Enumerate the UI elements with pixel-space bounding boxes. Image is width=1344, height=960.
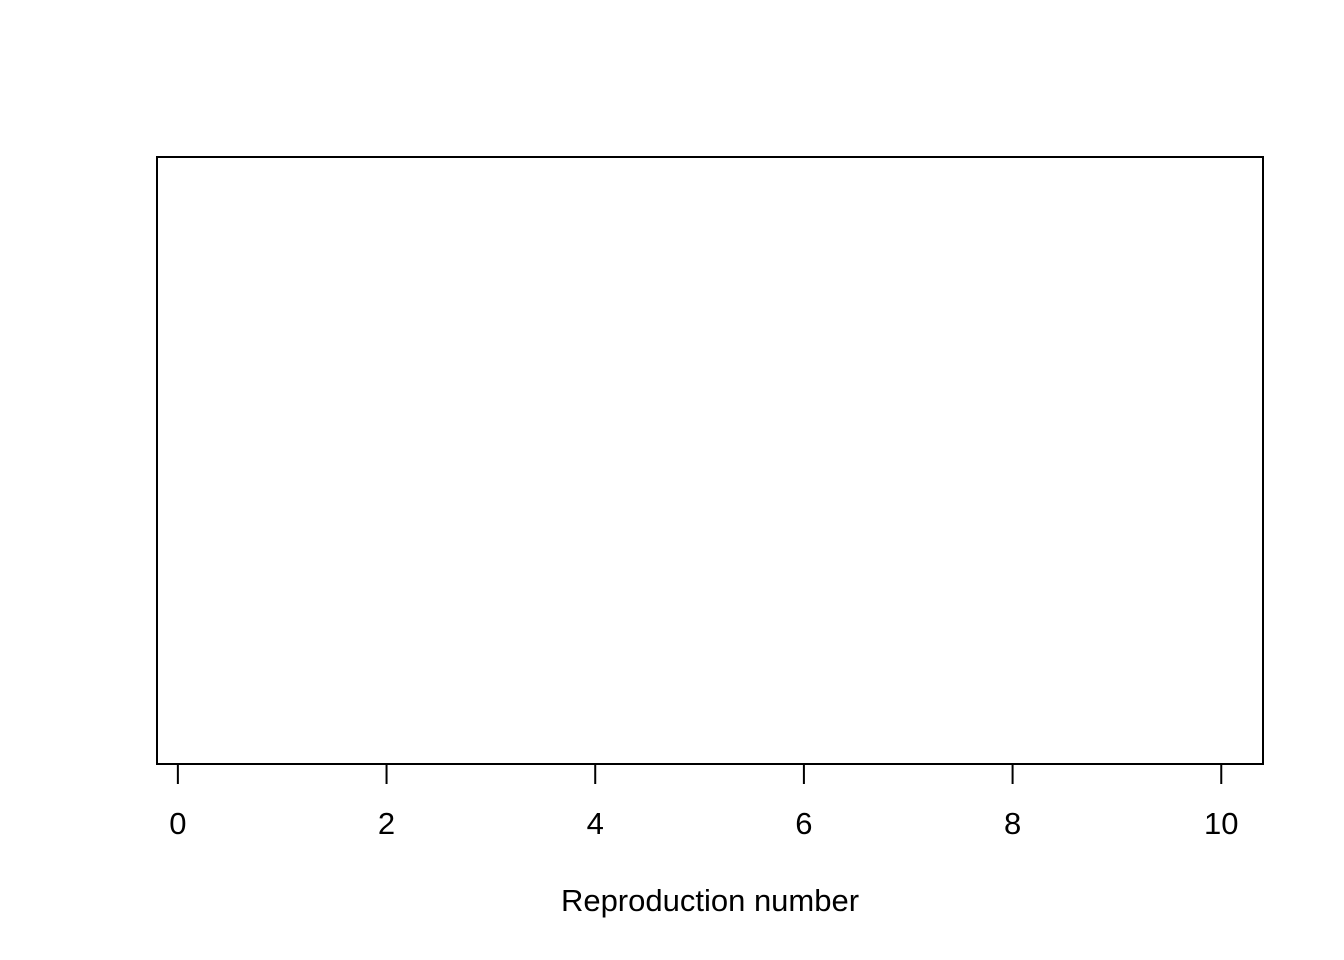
x-axis: 0 2 4 6 8 10 xyxy=(169,763,1239,841)
x-axis-label: Reproduction number xyxy=(561,883,859,918)
x-tick-label: 2 xyxy=(378,806,395,841)
x-tick-label: 6 xyxy=(795,806,812,841)
x-tick-label: 0 xyxy=(169,806,186,841)
x-tick-label: 10 xyxy=(1204,806,1238,841)
x-tick-label: 8 xyxy=(1004,806,1021,841)
x-tick-label: 4 xyxy=(587,806,604,841)
